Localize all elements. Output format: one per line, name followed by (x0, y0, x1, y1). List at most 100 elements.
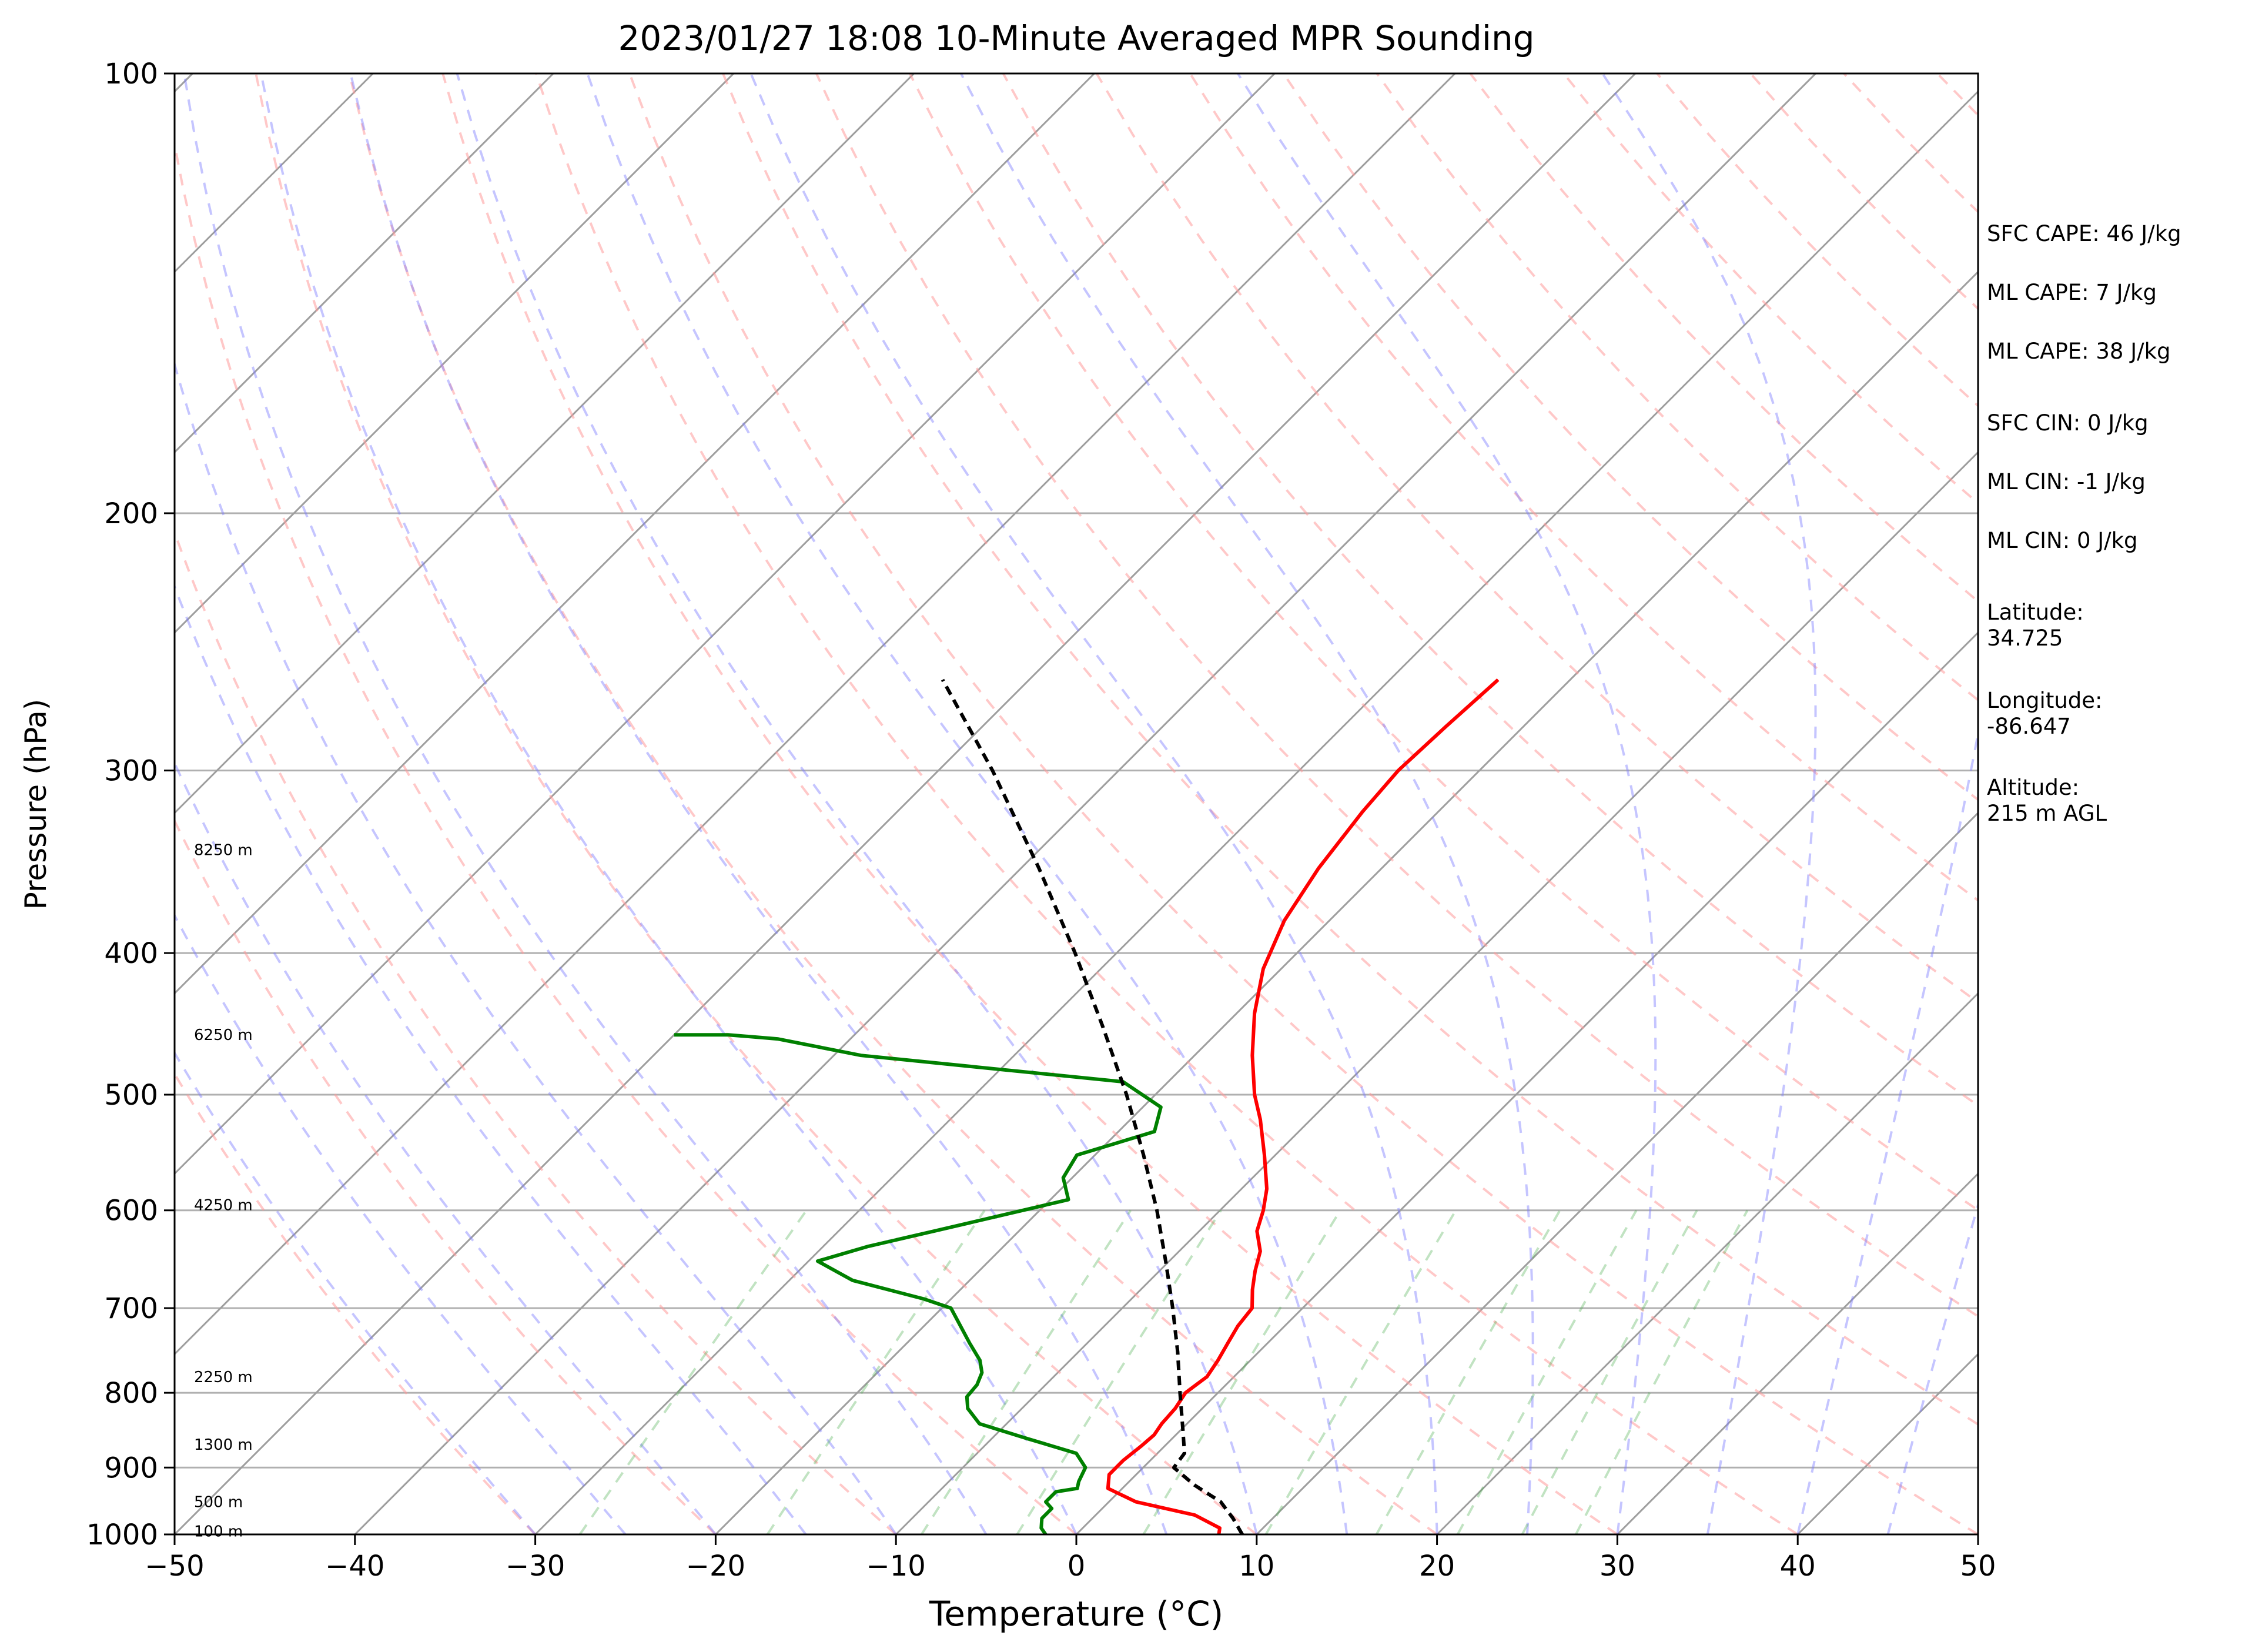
altitude-label: Altitude: (1987, 775, 2080, 800)
mixing-ratio-line (1264, 1209, 1457, 1534)
moist-adiabat-line (349, 73, 1168, 1534)
x-tick-label: 50 (1960, 1550, 1996, 1583)
mixing-ratio-line (1575, 1209, 1749, 1534)
isotherm-line (175, 73, 1095, 995)
latitude-label: Latitude: (1987, 600, 2084, 625)
mixing-ratio-line (1456, 1209, 1638, 1534)
isotherm-line (175, 73, 1637, 1534)
height-label: 100 m (194, 1523, 243, 1541)
dry-adiabat-line (535, 73, 1799, 1534)
y-tick-label: 1000 (86, 1519, 158, 1551)
isotherm-line (895, 451, 1978, 1534)
x-tick-label: −40 (325, 1550, 384, 1583)
isotherm-line (175, 73, 1276, 1175)
dry-adiabat-line (628, 73, 1978, 1534)
y-tick-label: 200 (104, 497, 158, 530)
isotherm-line (175, 73, 735, 634)
dry-adiabat-line (815, 73, 1978, 1318)
moist-adiabat-line (1601, 73, 1817, 1534)
moist-adiabat-line (1886, 1200, 1978, 1534)
mixing-ratio-line (1142, 1209, 1341, 1534)
longitude-value: -86.647 (1987, 714, 2071, 739)
isotherm-line (175, 73, 915, 814)
altitude-value: 215 m AGL (1987, 801, 2107, 826)
x-tick-label: −10 (866, 1550, 926, 1583)
isotherm-line (715, 270, 1978, 1534)
parcel-profile-line (941, 678, 1244, 1534)
moist-adiabat-line (960, 73, 1534, 1534)
y-tick-label: 700 (104, 1292, 158, 1325)
sfc-cin-text: SFC CIN: 0 J/kg (1987, 410, 2149, 436)
dry-adiabat-line (1095, 73, 1978, 1004)
mixing-ratio-line (1016, 1209, 1222, 1534)
moist-adiabat-line (260, 73, 1078, 1534)
x-tick-label: −20 (686, 1550, 745, 1583)
mixing-ratio-line (921, 1209, 1132, 1534)
ml-cin-text: ML CIN: -1 J/kg (1987, 469, 2146, 494)
ml-cin-text-2: ML CIN: 0 J/kg (1987, 528, 2138, 553)
dry-adiabat-line (175, 138, 1078, 1534)
ml-cape-text-2: ML CAPE: 38 J/kg (1987, 339, 2171, 364)
x-tick-label: 40 (1780, 1550, 1816, 1583)
x-tick-label: 10 (1239, 1550, 1274, 1583)
y-tick-label: 300 (104, 755, 158, 788)
isotherm-line (1617, 1172, 1978, 1534)
ml-cape-text: ML CAPE: 7 J/kg (1987, 280, 2157, 305)
dry-adiabat-line (175, 1072, 537, 1534)
mixing-ratio-line (578, 1209, 808, 1534)
isotherm-line (1256, 811, 1978, 1534)
x-tick-label: −30 (506, 1550, 565, 1583)
y-axis-label: Pressure (hPa) (19, 699, 53, 910)
dry-adiabat-line (1376, 73, 1978, 702)
moist-adiabat-line (456, 73, 1258, 1534)
isotherm-line (354, 73, 1816, 1534)
isotherm-line (534, 90, 1978, 1534)
mixing-ratio-line (1521, 1209, 1698, 1534)
latitude-value: 34.725 (1987, 626, 2063, 651)
isotherm-line (175, 73, 554, 454)
height-label: 1300 m (194, 1436, 253, 1454)
height-label: 8250 m (194, 842, 253, 860)
dry-adiabat-line (175, 818, 717, 1534)
y-tick-label: 800 (104, 1377, 158, 1410)
moist-adiabat-line (183, 73, 988, 1534)
dry-adiabat-line (441, 73, 1618, 1534)
height-label: 2250 m (194, 1369, 253, 1386)
isotherm-line (1436, 992, 1978, 1534)
mixing-ratio-line (1375, 1209, 1561, 1534)
y-tick-label: 400 (104, 937, 158, 970)
temperature-profile-line (1106, 678, 1500, 1534)
x-axis-label: Temperature (°C) (929, 1594, 1224, 1634)
dry-adiabat-line (175, 529, 897, 1534)
x-tick-label: −50 (145, 1550, 204, 1583)
moist-adiabat-line (175, 583, 807, 1534)
height-label: 6250 m (194, 1026, 253, 1044)
height-label: 500 m (194, 1494, 243, 1511)
moist-adiabat-line (1796, 727, 1978, 1534)
chart-title: 2023/01/27 18:08 10-Minute Averaged MPR … (618, 18, 1534, 58)
dewpoint-profile-line (674, 1033, 1163, 1534)
y-tick-label: 100 (104, 58, 158, 91)
moist-adiabat-line (586, 73, 1348, 1534)
isotherm-line (1075, 631, 1978, 1534)
moist-adiabat-line (175, 1051, 537, 1534)
dry-adiabat-line (348, 73, 1438, 1534)
moist-adiabat-line (749, 73, 1438, 1534)
longitude-label: Longitude: (1987, 688, 2103, 713)
x-tick-label: 30 (1599, 1550, 1635, 1583)
y-tick-label: 500 (104, 1079, 158, 1112)
moist-adiabat-line (175, 360, 897, 1534)
moist-adiabat-line (175, 912, 627, 1534)
y-tick-label: 900 (104, 1452, 158, 1484)
moist-adiabat-line (1237, 73, 1657, 1534)
moist-adiabat-line (175, 760, 717, 1534)
dry-adiabat-line (255, 73, 1258, 1534)
x-tick-label: 0 (1068, 1550, 1086, 1583)
isotherm-line (175, 73, 1456, 1356)
dry-adiabat-line (722, 73, 1978, 1426)
dry-adiabat-line (1002, 73, 1978, 1107)
height-label: 4250 m (194, 1197, 253, 1215)
sfc-cape-text: SFC CAPE: 46 J/kg (1987, 221, 2181, 246)
x-tick-label: 20 (1419, 1550, 1455, 1583)
